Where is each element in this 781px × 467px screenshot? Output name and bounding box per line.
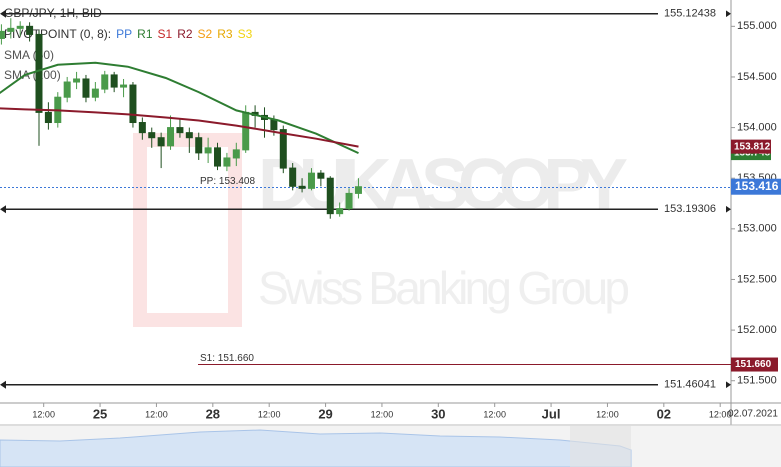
pivot-key: PP: [116, 27, 132, 41]
candle-body: [336, 208, 344, 215]
x-tick-label: 25: [93, 406, 107, 421]
candle-body: [129, 84, 137, 124]
level-label: 155.12438: [664, 8, 716, 20]
candle-body: [185, 132, 193, 139]
last-price-label: 153.416: [735, 179, 779, 193]
pivot-label: S1: 151.660: [200, 353, 254, 364]
candle-body: [270, 118, 278, 131]
candle-body: [44, 111, 52, 124]
legend-entry: SMA (50): [4, 48, 54, 62]
watermark-tagline: Swiss Banking Group: [258, 262, 630, 314]
y-tick-label: 154.000: [737, 121, 777, 133]
pivot-key: S2: [198, 27, 213, 41]
pivot-key: R3: [217, 27, 233, 41]
candle-body: [101, 74, 109, 90]
y-tick-label: 152.500: [737, 273, 777, 285]
candle-body: [7, 27, 15, 32]
x-tick-label: 28: [206, 406, 220, 421]
candle-body: [110, 74, 118, 88]
watermark: DUKASCOPY Swiss Banking Group: [133, 133, 630, 327]
candle-body: [317, 172, 325, 179]
candle-body: [204, 147, 212, 154]
candle-body: [148, 132, 156, 139]
watermark-brand: DUKASCOPY: [258, 145, 628, 225]
candle-body: [289, 167, 297, 187]
level-label: 151.46041: [664, 379, 716, 391]
sma-line: [0, 61, 359, 155]
y-tick-label: 151.500: [737, 375, 777, 387]
y-tick-label: 152.000: [737, 324, 777, 336]
pivot-key: R2: [177, 27, 193, 41]
candle-body: [91, 88, 99, 98]
level-label-bg: [658, 377, 726, 392]
axis-box: [731, 139, 771, 154]
candle-body: [279, 129, 287, 169]
candle-body: [16, 25, 24, 29]
navigator-window: [570, 426, 631, 467]
watermark-logo: [133, 133, 242, 327]
candle-body: [26, 25, 34, 35]
pivot-key: S3: [238, 27, 253, 41]
level-label-bg: [658, 202, 726, 217]
candle-body: [63, 81, 71, 98]
candle-body: [157, 137, 165, 147]
candle-body: [35, 33, 43, 113]
x-tick-label: 30: [431, 406, 445, 421]
axis-box-label: 153.812: [734, 141, 771, 152]
x-tick-label: 02: [657, 406, 671, 421]
level-label-bg: [658, 6, 726, 21]
y-tick-label: 154.500: [737, 71, 777, 83]
y-tick-label: 153.000: [737, 223, 777, 235]
candle-body: [138, 122, 146, 134]
candle-body: [0, 30, 5, 39]
x-tick-label: Jul: [542, 406, 561, 421]
candle-body: [195, 137, 203, 154]
x-tick-label: 12:00: [145, 409, 168, 419]
pivot-key: S1: [158, 27, 173, 41]
axis-box: [731, 357, 778, 372]
axis-box-label: 151.660: [735, 359, 772, 370]
level-label: 153.19306: [664, 203, 716, 215]
candle-body: [120, 84, 128, 88]
candle-body: [326, 177, 334, 215]
candle-body: [82, 78, 90, 98]
candle-body: [307, 172, 315, 189]
x-tick-label: 12:00: [258, 409, 281, 419]
y-tick-label: 155.000: [737, 20, 777, 32]
x-tick-label: 12:00: [596, 409, 619, 419]
legend-entry: SMA (200): [4, 68, 61, 82]
x-tick-label: 29: [318, 406, 332, 421]
x-tick-label: 12:00: [371, 409, 394, 419]
candle-body: [354, 186, 362, 194]
pivot-key: R1: [137, 27, 153, 41]
candle-body: [242, 111, 250, 151]
pivot-label: PP: 153.408: [200, 176, 255, 187]
candle-body: [214, 147, 222, 167]
x-tick-label: 12:00: [709, 409, 732, 419]
candle-body: [223, 157, 231, 167]
candle-body: [345, 192, 353, 210]
candle-body: [298, 185, 306, 189]
candle-body: [176, 127, 184, 134]
candle-body: [167, 127, 175, 147]
last-price-box: [731, 178, 781, 195]
date-label: 02.07.2021: [728, 409, 778, 420]
candle-body: [232, 149, 240, 159]
x-tick-label: 12:00: [32, 409, 55, 419]
x-tick-label: 12:00: [483, 409, 506, 419]
sma-line: [0, 107, 359, 148]
candle-body: [73, 78, 81, 83]
